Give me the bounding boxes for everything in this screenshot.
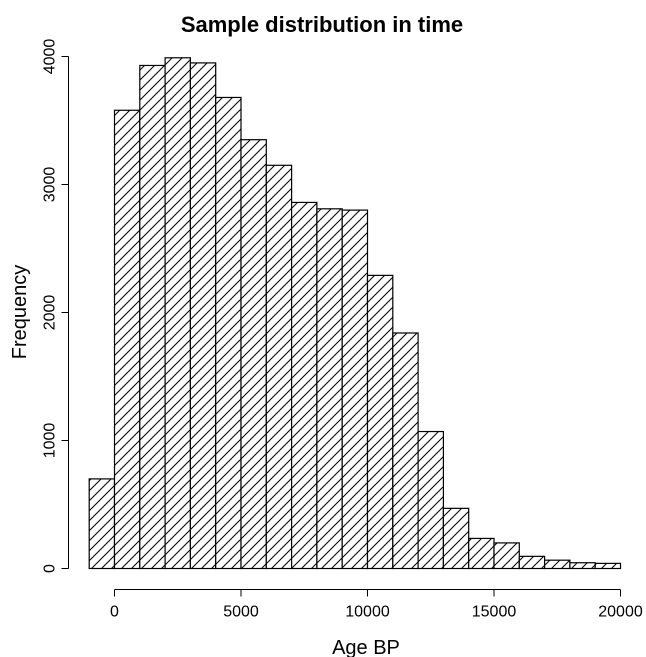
y-tick-label: 1000 (42, 423, 59, 459)
histogram-bar (468, 537, 495, 570)
histogram-bar (594, 562, 622, 570)
histogram-bar (139, 64, 166, 570)
histogram-bar (265, 164, 293, 570)
histogram-bar (189, 62, 217, 570)
histogram-bar (442, 507, 470, 570)
x-tick-label: 10000 (345, 604, 390, 621)
y-tick-label: 2000 (42, 295, 59, 331)
chart-title: Sample distribution in time (181, 12, 463, 37)
histogram-bar (366, 274, 394, 570)
histogram-bar (113, 109, 141, 570)
y-axis-label: Frequency (9, 265, 31, 360)
histogram-bar (518, 555, 546, 570)
y-tick-label: 4000 (42, 39, 59, 75)
histogram-bar (291, 201, 318, 570)
histogram-bar (164, 57, 192, 570)
histogram-bar (240, 139, 267, 570)
histogram-bar (543, 559, 571, 570)
histogram-bar (341, 209, 369, 570)
y-axis: 0 1000 2000 3000 4000 (42, 39, 69, 573)
histogram-bar (417, 430, 445, 570)
histogram-bar (569, 562, 596, 570)
x-tick-label: 5000 (223, 604, 259, 621)
x-tick-label: 20000 (598, 604, 643, 621)
x-axis: 0 5000 10000 15000 20000 (110, 589, 643, 621)
y-tick-label: 0 (42, 564, 59, 573)
x-tick-label: 15000 (472, 604, 517, 621)
histogram-bar (392, 332, 419, 570)
x-axis-label: Age BP (332, 637, 400, 657)
histogram-bar (493, 542, 520, 570)
y-tick-label: 3000 (42, 167, 59, 203)
x-tick-label: 0 (110, 604, 119, 621)
histogram-bar (316, 208, 343, 570)
histogram-bar (215, 96, 242, 570)
bars-group (88, 57, 622, 570)
histogram-bar (88, 478, 116, 570)
